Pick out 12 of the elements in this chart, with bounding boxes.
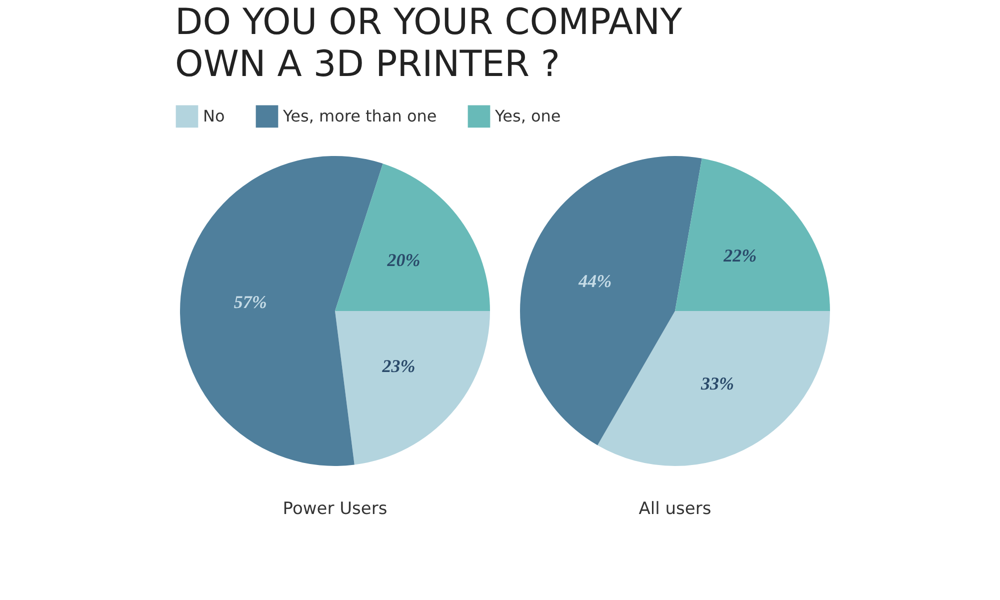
- chart-title: DO YOU OR YOUR COMPANY OWN A 3D PRINTER ?: [175, 2, 684, 85]
- legend-label: Yes, more than one: [282, 106, 437, 126]
- data-label: 33%: [700, 374, 734, 394]
- data-label: 44%: [578, 270, 612, 291]
- legend-label: No: [203, 106, 225, 126]
- slice-label: All users: [638, 499, 712, 519]
- slice-label: Power Users: [282, 499, 388, 519]
- data-label: 23%: [381, 356, 416, 376]
- data-label: 57%: [234, 292, 267, 312]
- legend-label: Yes, one: [494, 106, 561, 126]
- data-label: 20%: [386, 250, 420, 270]
- data-label: 22%: [722, 245, 757, 266]
